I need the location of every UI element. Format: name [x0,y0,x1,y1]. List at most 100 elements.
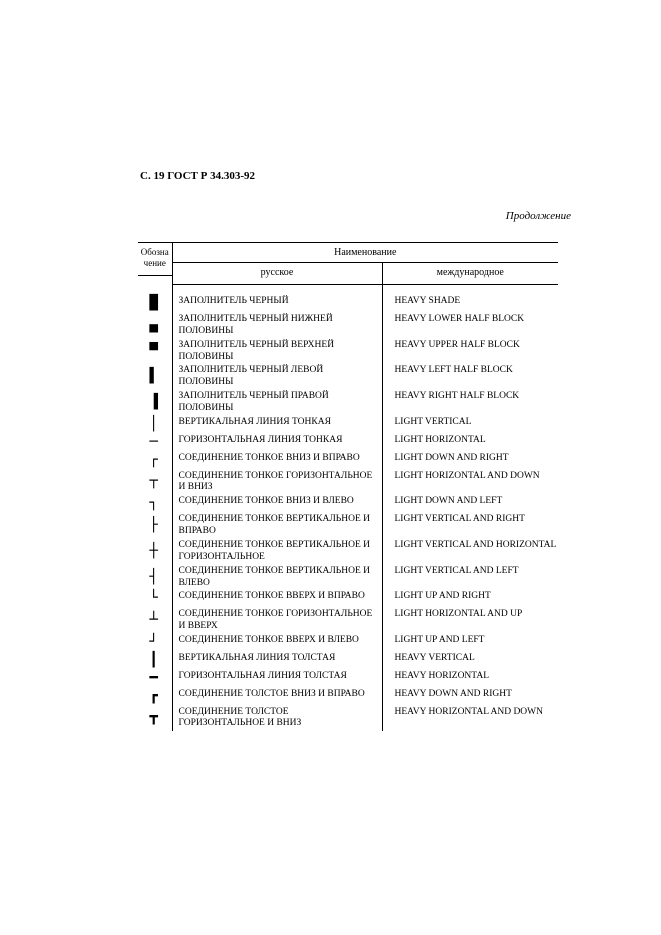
header-symbol: Обозна чение [138,243,172,285]
symbol-cell: │ [138,416,172,434]
box-drawing-glyph: │ [150,417,158,431]
table-row: ━ ГОРИЗОНТАЛЬНАЯ ЛИНИЯ ТОЛСТАЯ HEAVY HORIZ… [138,670,558,688]
russian-name: СОЕДИНЕНИЕ ТОЛСТОЕ ВНИЗ И ВПРАВО [179,689,376,701]
russian-name-cell: ГОРИЗОНТАЛЬНАЯ ЛИНИЯ ТОЛСТАЯ [172,670,382,688]
table-row: └СОЕДИНЕНИЕ ТОНКОЕ ВВЕРХ И ВПРАВОLIGHT U… [138,590,558,608]
russian-name: СОЕДИНЕНИЕ ТОНКОЕ ГОРИЗОНТАЛЬНОЕ И ВВЕРХ [179,609,376,633]
table-row: │ ВЕРТИКАЛЬНАЯ ЛИНИЯ ТОНКАЯ LIGHT VERTICAL [138,416,558,434]
russian-name: ГОРИЗОНТАЛЬНАЯ ЛИНИЯ ТОНКАЯ [179,435,376,447]
russian-name: СОЕДИНЕНИЕ ТОЛСТОЕ ГОРИЗОНТАЛЬНОЕ И ВНИЗ [179,707,376,731]
symbol-cell: ├ [138,513,172,539]
table-row: ┃ ВЕРТИКАЛЬНАЯ ЛИНИЯ ТОЛСТАЯ HEAVY VERTICA… [138,652,558,670]
russian-name-cell: СОЕДИНЕНИЕ ТОНКОЕ ВНИЗ И ВЛЕВО [172,495,382,513]
russian-name-cell: СОЕДИНЕНИЕ ТОНКОЕ ВЕРТИКАЛЬНОЕ И ВПРАВО [172,513,382,539]
international-name: HEAVY HORIZONTAL [395,671,559,683]
table-row: ┬СОЕДИНЕНИЕ ТОНКОЕ ГОРИЗОНТАЛЬНОЕ И ВНИЗ… [138,470,558,496]
russian-name: СОЕДИНЕНИЕ ТОНКОЕ ВНИЗ И ВЛЕВО [179,496,376,508]
russian-name-cell: ЗАПОЛНИТЕЛЬ ЧЕРНЫЙ ВЕРХНЕЙ ПОЛОВИНЫ [172,339,382,365]
table-row: ┘СОЕДИНЕНИЕ ТОНКОЕ ВВЕРХ И ВЛЕВОLIGHT UP… [138,634,558,652]
international-name-cell: LIGHT VERTICAL AND RIGHT [382,513,558,539]
box-drawing-glyph: ━ [150,671,158,685]
russian-name-cell: ЗАПОЛНИТЕЛЬ ЧЕРНЫЙ [172,295,382,313]
header-mezhdunarodnoe: международное [382,263,558,285]
table-header-row-1: Обозна чение Наименование [138,243,558,263]
russian-name: СОЕДИНЕНИЕ ТОНКОЕ ВЕРТИКАЛЬНОЕ И ВЛЕВО [179,566,376,590]
russian-name: ЗАПОЛНИТЕЛЬ ЧЕРНЫЙ ЛЕВОЙ ПОЛОВИНЫ [179,365,376,389]
table-header-row-2: русское международное [138,263,558,285]
box-drawing-glyph: ┳ [150,710,158,724]
russian-name-cell: ВЕРТИКАЛЬНАЯ ЛИНИЯ ТОЛСТАЯ [172,652,382,670]
international-name-cell: HEAVY RIGHT HALF BLOCK [382,390,558,416]
russian-name-cell: ЗАПОЛНИТЕЛЬ ЧЕРНЫЙ ЛЕВОЙ ПОЛОВИНЫ [172,364,382,390]
box-drawing-glyph: ├ [150,518,158,532]
international-name: LIGHT VERTICAL AND LEFT [395,566,559,578]
box-drawing-glyph: ┬ [150,474,158,488]
international-name-cell: HEAVY DOWN AND RIGHT [382,688,558,706]
table-row: ┏ СОЕДИНЕНИЕ ТОЛСТОЕ ВНИЗ И ВПРАВО HEAVY D… [138,688,558,706]
russian-name: ЗАПОЛНИТЕЛЬ ЧЕРНЫЙ НИЖНЕЙ ПОЛОВИНЫ [179,314,376,338]
symbol-cell: ┌ [138,452,172,470]
header-naimenovanie: Наименование [172,243,558,263]
table-row: ▌ЗАПОЛНИТЕЛЬ ЧЕРНЫЙ ЛЕВОЙ ПОЛОВИНЫHEAVY … [138,364,558,390]
symbol-cell: █ [138,295,172,313]
russian-name: ВЕРТИКАЛЬНАЯ ЛИНИЯ ТОЛСТАЯ [179,653,376,665]
box-drawing-glyph: ┤ [150,570,158,584]
international-name-cell: LIGHT VERTICAL [382,416,558,434]
characters-table: Обозна чение Наименование русское междун… [138,242,558,731]
table-row: ─ ГОРИЗОНТАЛЬНАЯ ЛИНИЯ ТОНКАЯ LIGHT HORIZO… [138,434,558,452]
russian-name: СОЕДИНЕНИЕ ТОНКОЕ ВЕРТИКАЛЬНОЕ И ВПРАВО [179,514,376,538]
russian-name-cell: ВЕРТИКАЛЬНАЯ ЛИНИЯ ТОНКАЯ [172,416,382,434]
document-page: С. 19 ГОСТ Р 34.303-92 Продолжение Обозн… [0,0,661,935]
international-name: LIGHT VERTICAL [395,417,559,429]
international-name: HEAVY UPPER HALF BLOCK [395,340,559,352]
box-drawing-glyph: ┌ [150,453,158,467]
symbol-cell: ─ [138,434,172,452]
russian-name: СОЕДИНЕНИЕ ТОНКОЕ ВЕРТИКАЛЬНОЕ И ГОРИЗОН… [179,540,376,564]
international-name: HEAVY RIGHT HALF BLOCK [395,391,559,403]
russian-name: СОЕДИНЕНИЕ ТОНКОЕ ВВЕРХ И ВЛЕВО [179,635,376,647]
box-drawing-glyph: █ [150,296,158,310]
international-name-cell: HEAVY VERTICAL [382,652,558,670]
symbol-cell: ┏ [138,688,172,706]
symbol-cell: └ [138,590,172,608]
table-row: ┼ СОЕДИНЕНИЕ ТОНКОЕ ВЕРТИКАЛЬНОЕ И ГОРИЗО… [138,539,558,565]
russian-name: СОЕДИНЕНИЕ ТОНКОЕ ВВЕРХ И ВПРАВО [179,591,376,603]
header-symbol-label-1: Обозна [141,247,169,257]
russian-name: ЗАПОЛНИТЕЛЬ ЧЕРНЫЙ ВЕРХНЕЙ ПОЛОВИНЫ [179,340,376,364]
russian-name-cell: СОЕДИНЕНИЕ ТОНКОЕ ВЕРТИКАЛЬНОЕ И ВЛЕВО [172,565,382,591]
symbol-cell: ▐ [138,390,172,416]
international-name: LIGHT DOWN AND RIGHT [395,453,559,465]
russian-name: ЗАПОЛНИТЕЛЬ ЧЕРНЫЙ [179,296,376,308]
international-name-cell: HEAVY SHADE [382,295,558,313]
international-name: LIGHT HORIZONTAL [395,435,559,447]
box-drawing-glyph: ▄ [150,318,158,332]
symbol-cell: ▄ [138,313,172,339]
international-name: HEAVY SHADE [395,296,559,308]
international-name-cell: LIGHT HORIZONTAL [382,434,558,452]
russian-name-cell: СОЕДИНЕНИЕ ТОНКОЕ ВВЕРХ И ВПРАВО [172,590,382,608]
box-drawing-glyph: ▐ [150,395,158,409]
table-row: ┳ СОЕДИНЕНИЕ ТОЛСТОЕ ГОРИЗОНТАЛЬНОЕ И ВНИ… [138,706,558,732]
symbol-cell: ┤ [138,565,172,591]
international-name: LIGHT HORIZONTAL AND UP [395,609,559,621]
symbol-cell: ┃ [138,652,172,670]
russian-name: ЗАПОЛНИТЕЛЬ ЧЕРНЫЙ ПРАВОЙ ПОЛОВИНЫ [179,391,376,415]
international-name: HEAVY VERTICAL [395,653,559,665]
table-row: █ ЗАПОЛНИТЕЛЬ ЧЕРНЫЙ HEAVY SHADE [138,295,558,313]
international-name-cell: HEAVY LOWER HALF BLOCK [382,313,558,339]
box-drawing-glyph: ▀ [150,344,158,358]
international-name-cell: HEAVY LEFT HALF BLOCK [382,364,558,390]
box-drawing-glyph: └ [150,591,158,605]
russian-name: ГОРИЗОНТАЛЬНАЯ ЛИНИЯ ТОЛСТАЯ [179,671,376,683]
table-row: ▀ ЗАПОЛНИТЕЛЬ ЧЕРНЫЙ ВЕРХНЕЙ ПОЛОВИНЫ HEAV… [138,339,558,365]
table-gap-row [138,285,558,296]
box-drawing-glyph: ┘ [150,635,158,649]
header-symbol-label-2: чение [144,258,166,268]
russian-name-cell: СОЕДИНЕНИЕ ТОНКОЕ ВНИЗ И ВПРАВО [172,452,382,470]
international-name-cell: LIGHT VERTICAL AND LEFT [382,565,558,591]
symbol-cell: ▀ [138,339,172,365]
continuation-label: Продолжение [506,210,571,222]
symbol-cell: ┼ [138,539,172,565]
russian-name-cell: СОЕДИНЕНИЕ ТОНКОЕ ВЕРТИКАЛЬНОЕ И ГОРИЗОН… [172,539,382,565]
international-name: HEAVY LOWER HALF BLOCK [395,314,559,326]
